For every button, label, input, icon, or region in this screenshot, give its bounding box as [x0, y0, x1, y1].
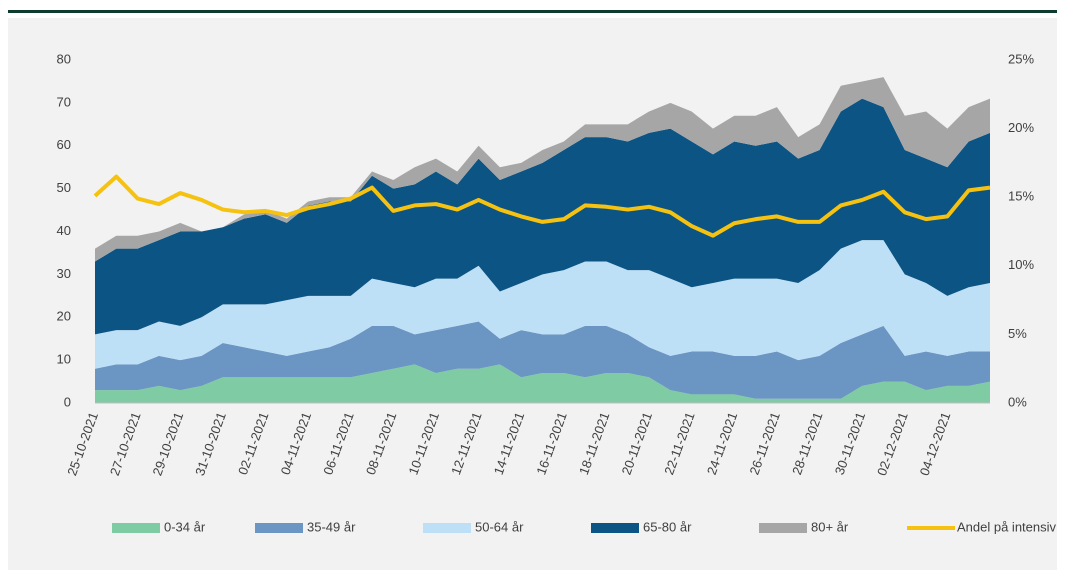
area: [95, 240, 990, 369]
y2-tick-label: 5%: [1008, 326, 1027, 341]
y-tick-label: 80: [57, 51, 71, 66]
legend-swatch: [423, 523, 471, 533]
y-tick-label: 10: [57, 352, 71, 367]
top-rule: [8, 10, 1057, 13]
legend-label: 80+ år: [811, 519, 849, 534]
y-tick-label: 60: [57, 137, 71, 152]
y2-tick-label: 15%: [1008, 189, 1034, 204]
legend-swatch: [759, 523, 807, 533]
area: [95, 364, 990, 403]
y2-tick-label: 20%: [1008, 120, 1034, 135]
legend-swatch: [591, 523, 639, 533]
area: [95, 321, 990, 399]
line: [93, 174, 991, 238]
legend-swatch: [255, 523, 303, 533]
y2-tick-label: 10%: [1008, 257, 1034, 272]
y-tick-label: 50: [57, 180, 71, 195]
y-tick-label: 0: [64, 394, 71, 409]
legend-label: 65-80 år: [643, 519, 692, 534]
area: [95, 98, 990, 335]
legend-label: Andel på intensiv: [957, 519, 1057, 534]
y-tick-label: 30: [57, 266, 71, 281]
legend-label: 50-64 år: [475, 519, 524, 534]
y-tick-label: 70: [57, 94, 71, 109]
y2-tick-label: 0%: [1008, 394, 1027, 409]
y-tick-label: 20: [57, 309, 71, 324]
y-tick-label: 40: [57, 223, 71, 238]
legend-swatch: [112, 523, 160, 533]
legend-label: 0-34 år: [164, 519, 206, 534]
legend-label: 35-49 år: [307, 519, 356, 534]
y2-tick-label: 25%: [1008, 51, 1034, 66]
area: [95, 77, 990, 262]
